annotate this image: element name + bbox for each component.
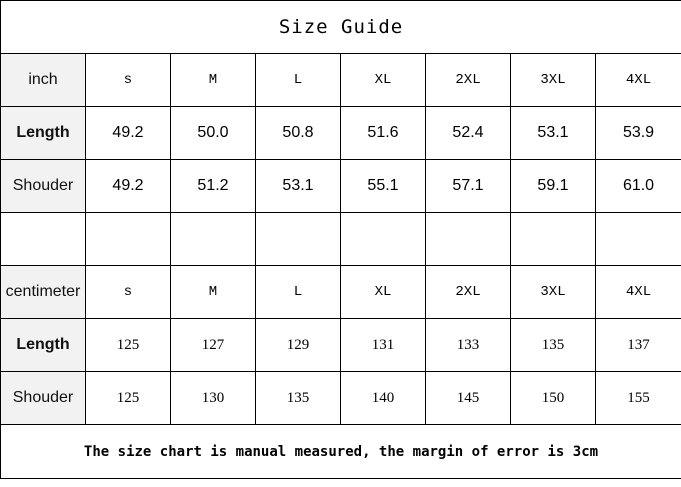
size-header: s [85, 265, 171, 319]
measurement-cell: 49.2 [85, 106, 171, 160]
measurement-cell: 57.1 [425, 159, 511, 213]
empty-cell [594, 212, 681, 266]
row-label: Shouder [0, 159, 86, 213]
measurement-cell: 127 [170, 318, 256, 372]
measurement-cell: 130 [170, 371, 256, 425]
measurement-cell: 53.1 [255, 159, 341, 213]
row-label: Length [0, 318, 86, 372]
row-label: Length [0, 106, 86, 160]
measurement-cell: 131 [340, 318, 426, 372]
size-header-row: inch s M L XL 2XL 3XL 4XL [0, 53, 681, 107]
measurement-cell: 150 [510, 371, 596, 425]
empty-cell [85, 212, 171, 266]
measurement-cell: 51.6 [340, 106, 426, 160]
measurement-cell: 125 [85, 371, 171, 425]
empty-cell [510, 212, 596, 266]
table-row: Length 49.2 50.0 50.8 51.6 52.4 53.1 53.9 [0, 106, 681, 160]
measurement-cell: 140 [340, 371, 426, 425]
measurement-cell: 51.2 [170, 159, 256, 213]
measurement-cell: 133 [425, 318, 511, 372]
size-header: 4XL [594, 53, 681, 107]
row-label: Shouder [0, 371, 86, 425]
size-header: XL [340, 53, 426, 107]
empty-cell [340, 212, 426, 266]
size-header: L [255, 265, 341, 319]
measurement-cell: 59.1 [510, 159, 596, 213]
size-header: 3XL [510, 53, 596, 107]
unit-label: inch [0, 53, 86, 107]
spacer-row [0, 212, 681, 266]
empty-cell [0, 212, 86, 266]
measurement-cell: 53.9 [594, 106, 681, 160]
measurement-cell: 155 [594, 371, 681, 425]
empty-cell [425, 212, 511, 266]
measurement-cell: 125 [85, 318, 171, 372]
size-header: 2XL [425, 53, 511, 107]
table-row: Shouder 125 130 135 140 145 150 155 [0, 371, 681, 425]
measurement-cell: 50.8 [255, 106, 341, 160]
measurement-cell: 52.4 [425, 106, 511, 160]
size-header-row: centimeter s M L XL 2XL 3XL 4XL [0, 265, 681, 319]
measurement-cell: 145 [425, 371, 511, 425]
empty-cell [170, 212, 256, 266]
measurement-cell: 135 [510, 318, 596, 372]
measurement-cell: 55.1 [340, 159, 426, 213]
table-row: Shouder 49.2 51.2 53.1 55.1 57.1 59.1 61.0 [0, 159, 681, 213]
size-header: 4XL [594, 265, 681, 319]
unit-label: centimeter [0, 265, 86, 319]
measurement-cell: 135 [255, 371, 341, 425]
size-header: M [170, 265, 256, 319]
measurement-cell: 137 [594, 318, 681, 372]
size-header: s [85, 53, 171, 107]
footer-note: The size chart is manual measured, the m… [0, 424, 681, 479]
table-row: Length 125 127 129 131 133 135 137 [0, 318, 681, 372]
measurement-cell: 50.0 [170, 106, 256, 160]
size-header: XL [340, 265, 426, 319]
measurement-cell: 53.1 [510, 106, 596, 160]
table-title: Size Guide [0, 0, 681, 54]
size-header: 2XL [425, 265, 511, 319]
size-header: L [255, 53, 341, 107]
measurement-cell: 129 [255, 318, 341, 372]
measurement-cell: 61.0 [594, 159, 681, 213]
size-header: M [170, 53, 256, 107]
measurement-cell: 49.2 [85, 159, 171, 213]
empty-cell [255, 212, 341, 266]
size-header: 3XL [510, 265, 596, 319]
